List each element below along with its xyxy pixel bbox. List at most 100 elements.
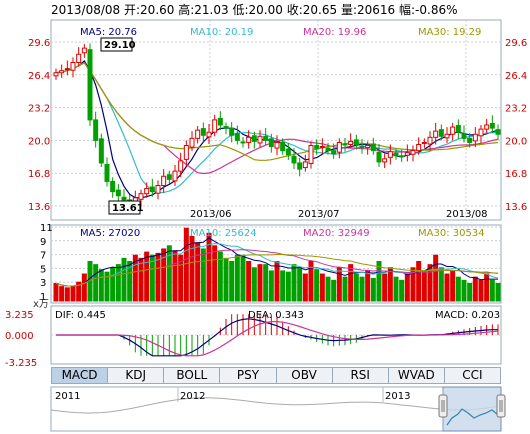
candle-body[interactable] xyxy=(251,135,257,142)
volume-bar[interactable] xyxy=(478,279,484,302)
candle-body[interactable] xyxy=(93,119,99,141)
candle-body[interactable] xyxy=(104,163,110,182)
volume-bar[interactable] xyxy=(223,257,229,302)
volume-bar[interactable] xyxy=(438,267,444,302)
candle-body[interactable] xyxy=(359,145,365,149)
volume-bar[interactable] xyxy=(421,270,427,302)
volume-bar[interactable] xyxy=(382,273,388,302)
volume-bar[interactable] xyxy=(410,267,416,302)
volume-bar[interactable] xyxy=(200,248,206,302)
volume-bar[interactable] xyxy=(291,264,297,302)
candle-body[interactable] xyxy=(404,152,410,156)
candle-body[interactable] xyxy=(53,72,59,77)
candle-body[interactable] xyxy=(268,138,274,148)
volume-bar[interactable] xyxy=(489,279,495,302)
volume-bar[interactable] xyxy=(268,270,274,302)
candle-body[interactable] xyxy=(285,148,291,156)
volume-bar[interactable] xyxy=(308,261,314,302)
volume-bar[interactable] xyxy=(376,261,382,302)
candle-body[interactable] xyxy=(138,193,144,200)
volume-bar[interactable] xyxy=(70,285,76,302)
candle-body[interactable] xyxy=(234,133,240,141)
candle-body[interactable] xyxy=(467,137,473,143)
candle-body[interactable] xyxy=(274,141,280,149)
candle-body[interactable] xyxy=(461,133,467,139)
volume-bar[interactable] xyxy=(251,267,257,302)
volume-bar[interactable] xyxy=(319,273,325,302)
candle-body[interactable] xyxy=(489,122,495,129)
volume-bar[interactable] xyxy=(132,254,138,302)
candle-body[interactable] xyxy=(98,138,104,164)
volume-bar[interactable] xyxy=(155,252,161,302)
volume-bar[interactable] xyxy=(138,257,144,302)
candle-body[interactable] xyxy=(444,133,450,139)
candle-body[interactable] xyxy=(399,155,405,158)
volume-bar[interactable] xyxy=(325,276,331,302)
candle-body[interactable] xyxy=(348,140,354,146)
candle-body[interactable] xyxy=(478,128,484,137)
candle-body[interactable] xyxy=(325,147,331,152)
volume-bar[interactable] xyxy=(399,279,405,302)
volume-bar[interactable] xyxy=(166,245,172,302)
volume-bar[interactable] xyxy=(297,267,303,302)
candle-body[interactable] xyxy=(387,151,393,158)
candle-body[interactable] xyxy=(64,68,70,71)
candle-body[interactable] xyxy=(450,126,456,135)
volume-bar[interactable] xyxy=(342,276,348,302)
volume-bar[interactable] xyxy=(59,286,65,302)
tab-psy[interactable]: PSY xyxy=(220,368,277,383)
volume-bar[interactable] xyxy=(149,254,155,302)
candle-body[interactable] xyxy=(484,124,490,130)
volume-bar[interactable] xyxy=(76,281,82,302)
candlesticks[interactable] xyxy=(53,43,501,209)
candle-body[interactable] xyxy=(76,53,82,63)
volume-bar[interactable] xyxy=(387,267,393,302)
candle-body[interactable] xyxy=(353,139,359,145)
volume-bar[interactable] xyxy=(212,245,218,302)
candle-body[interactable] xyxy=(121,196,127,201)
candle-body[interactable] xyxy=(382,158,388,163)
candle-body[interactable] xyxy=(217,117,223,126)
candle-body[interactable] xyxy=(410,150,416,155)
candle-body[interactable] xyxy=(370,143,376,152)
volume-bar[interactable] xyxy=(404,273,410,302)
volume-bar[interactable] xyxy=(314,269,320,302)
volume-bar[interactable] xyxy=(53,282,59,302)
candle-body[interactable] xyxy=(331,150,337,155)
candle-body[interactable] xyxy=(319,146,325,149)
volume-bar[interactable] xyxy=(353,273,359,302)
candle-body[interactable] xyxy=(376,151,382,163)
candle-body[interactable] xyxy=(495,129,501,135)
candle-body[interactable] xyxy=(59,70,65,74)
volume-bar[interactable] xyxy=(280,270,286,302)
volume-bar[interactable] xyxy=(217,251,223,302)
volume-bar[interactable] xyxy=(365,270,371,302)
candle-body[interactable] xyxy=(393,152,399,157)
candle-body[interactable] xyxy=(246,136,252,143)
candle-body[interactable] xyxy=(229,127,235,136)
candle-body[interactable] xyxy=(263,135,269,141)
candle-body[interactable] xyxy=(87,49,93,121)
candle-body[interactable] xyxy=(416,144,422,152)
volume-bar[interactable] xyxy=(257,264,263,302)
volume-bar[interactable] xyxy=(98,269,104,302)
candle-body[interactable] xyxy=(144,188,150,195)
volume-bar[interactable] xyxy=(359,276,365,302)
candle-body[interactable] xyxy=(342,143,348,146)
volume-bar[interactable] xyxy=(240,254,246,302)
volume-bar[interactable] xyxy=(495,282,501,302)
candle-body[interactable] xyxy=(291,155,297,164)
volume-bar[interactable] xyxy=(285,271,291,302)
volume-bar[interactable] xyxy=(234,254,240,302)
candle-body[interactable] xyxy=(110,180,116,193)
volume-bar[interactable] xyxy=(93,264,99,302)
volume-bar[interactable] xyxy=(81,273,87,302)
volume-bar[interactable] xyxy=(206,232,212,302)
candle-body[interactable] xyxy=(455,125,461,133)
volume-bar[interactable] xyxy=(331,279,337,302)
volume-bar[interactable] xyxy=(393,276,399,302)
candle-body[interactable] xyxy=(314,145,320,150)
volume-bar[interactable] xyxy=(348,264,354,302)
tab-obv[interactable]: OBV xyxy=(277,368,333,383)
